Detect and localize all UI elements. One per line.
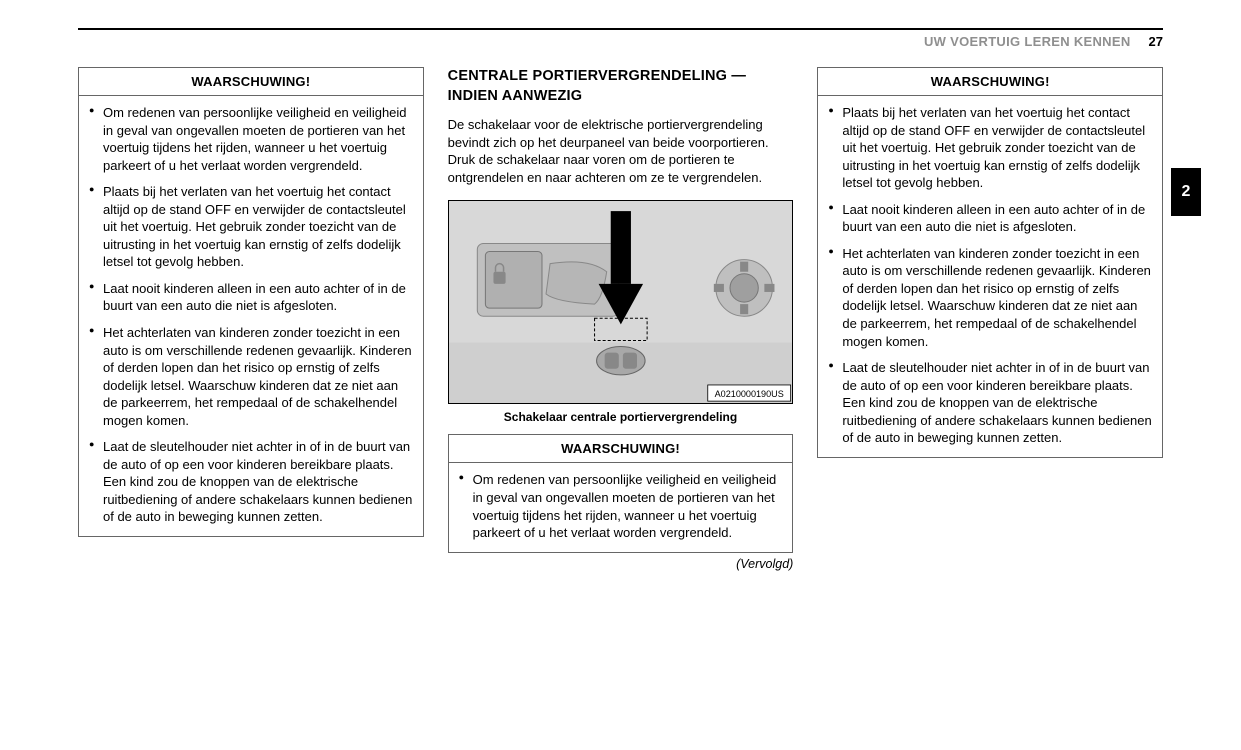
list-item: Het achterlaten van kinderen zonder toez… <box>89 324 413 429</box>
warning-body-3: Plaats bij het verlaten van het voertuig… <box>818 96 1162 457</box>
warning-list-1: Om redenen van persoonlijke veiligheid e… <box>89 104 413 526</box>
section-paragraph: De schakelaar voor de elektrische portie… <box>448 116 794 186</box>
warning-title-1: WAARSCHUWING! <box>79 68 423 96</box>
figure-door-lock: A0210000190US <box>448 200 794 404</box>
list-item: Plaats bij het verlaten van het voertuig… <box>828 104 1152 192</box>
warning-list-2: Om redenen van persoonlijke veiligheid e… <box>459 471 783 541</box>
warning-box-1: WAARSCHUWING! Om redenen van persoonlijk… <box>78 67 424 537</box>
list-item: Het achterlaten van kinderen zonder toez… <box>828 245 1152 350</box>
warning-list-3: Plaats bij het verlaten van het voertuig… <box>828 104 1152 447</box>
figure-caption: Schakelaar centrale portiervergrendeling <box>448 410 794 424</box>
header-rule <box>78 28 1163 30</box>
chapter-tab-number: 2 <box>1182 183 1191 201</box>
list-item: Plaats bij het verlaten van het voertuig… <box>89 183 413 271</box>
warning-box-3: WAARSCHUWING! Plaats bij het verlaten va… <box>817 67 1163 458</box>
figure-code-label: A0210000190US <box>714 389 783 399</box>
section-heading: CENTRALE PORTIERVERGRENDELING — INDIEN A… <box>448 67 794 106</box>
list-item: Laat de sleutelhouder niet achter in of … <box>828 359 1152 447</box>
list-item: Laat nooit kinderen alleen in een auto a… <box>828 201 1152 236</box>
door-panel-illustration: A0210000190US <box>448 200 794 404</box>
content-columns: WAARSCHUWING! Om redenen van persoonlijk… <box>78 67 1163 571</box>
warning-box-2: WAARSCHUWING! Om redenen van persoonlijk… <box>448 434 794 552</box>
header-page-number: 27 <box>1149 34 1163 49</box>
column-2: CENTRALE PORTIERVERGRENDELING — INDIEN A… <box>448 67 794 571</box>
warning-body-2: Om redenen van persoonlijke veiligheid e… <box>449 463 793 551</box>
list-item: Laat de sleutelhouder niet achter in of … <box>89 438 413 526</box>
warning-body-1: Om redenen van persoonlijke veiligheid e… <box>79 96 423 536</box>
warning-title-2: WAARSCHUWING! <box>449 435 793 463</box>
list-item: Om redenen van persoonlijke veiligheid e… <box>459 471 783 541</box>
list-item: Laat nooit kinderen alleen in een auto a… <box>89 280 413 315</box>
manual-page: UW VOERTUIG LEREN KENNEN 27 2 WAARSCHUWI… <box>0 0 1241 599</box>
continued-label: (Vervolgd) <box>448 557 794 571</box>
page-header: UW VOERTUIG LEREN KENNEN 27 <box>78 34 1163 49</box>
column-3: WAARSCHUWING! Plaats bij het verlaten va… <box>817 67 1163 571</box>
header-section-title: UW VOERTUIG LEREN KENNEN <box>924 34 1131 49</box>
list-item: Om redenen van persoonlijke veiligheid e… <box>89 104 413 174</box>
column-1: WAARSCHUWING! Om redenen van persoonlijk… <box>78 67 424 571</box>
warning-title-3: WAARSCHUWING! <box>818 68 1162 96</box>
chapter-tab: 2 <box>1171 168 1201 216</box>
